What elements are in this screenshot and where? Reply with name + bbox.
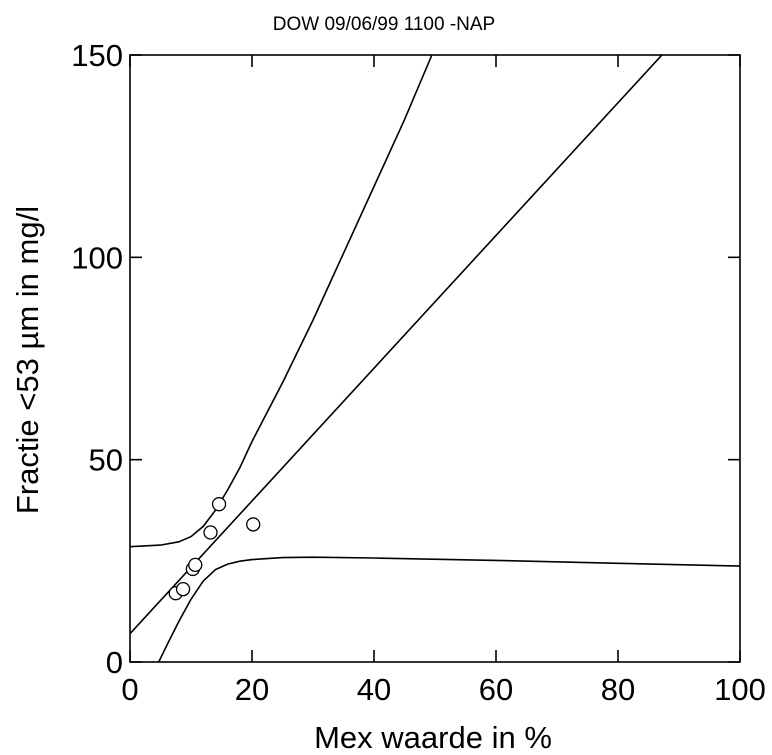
x-tick-label: 100 (714, 672, 766, 707)
x-tick-label: 0 (121, 672, 138, 707)
x-tick-label: 40 (357, 672, 391, 707)
axes: 0 20 40 60 80 100 0 50 100 150 (71, 38, 766, 707)
x-tick-label: 60 (479, 672, 513, 707)
data-point (246, 517, 261, 532)
upper-confidence-curve (130, 55, 433, 548)
chart-title: DOW 09/06/99 1100 -NAP (273, 14, 495, 35)
data-point (188, 557, 203, 573)
x-tick-label: 20 (235, 672, 269, 707)
lower-confidence-curve (157, 556, 740, 662)
regression-line (130, 55, 663, 635)
y-tick-label: 50 (89, 443, 123, 478)
y-tick-label: 100 (71, 240, 123, 275)
data-point (203, 525, 218, 540)
data-point (175, 582, 191, 597)
data-point (211, 497, 227, 512)
y-tick-label: 150 (71, 38, 123, 73)
x-axis-label: Mex waarde in % (314, 720, 552, 755)
plot-frame (129, 54, 741, 663)
x-tick-label: 80 (601, 672, 635, 707)
plot-area (130, 55, 740, 662)
y-tick-label: 0 (106, 645, 123, 680)
y-axis-label: Fractie <53 µm in mg/l (10, 206, 45, 514)
